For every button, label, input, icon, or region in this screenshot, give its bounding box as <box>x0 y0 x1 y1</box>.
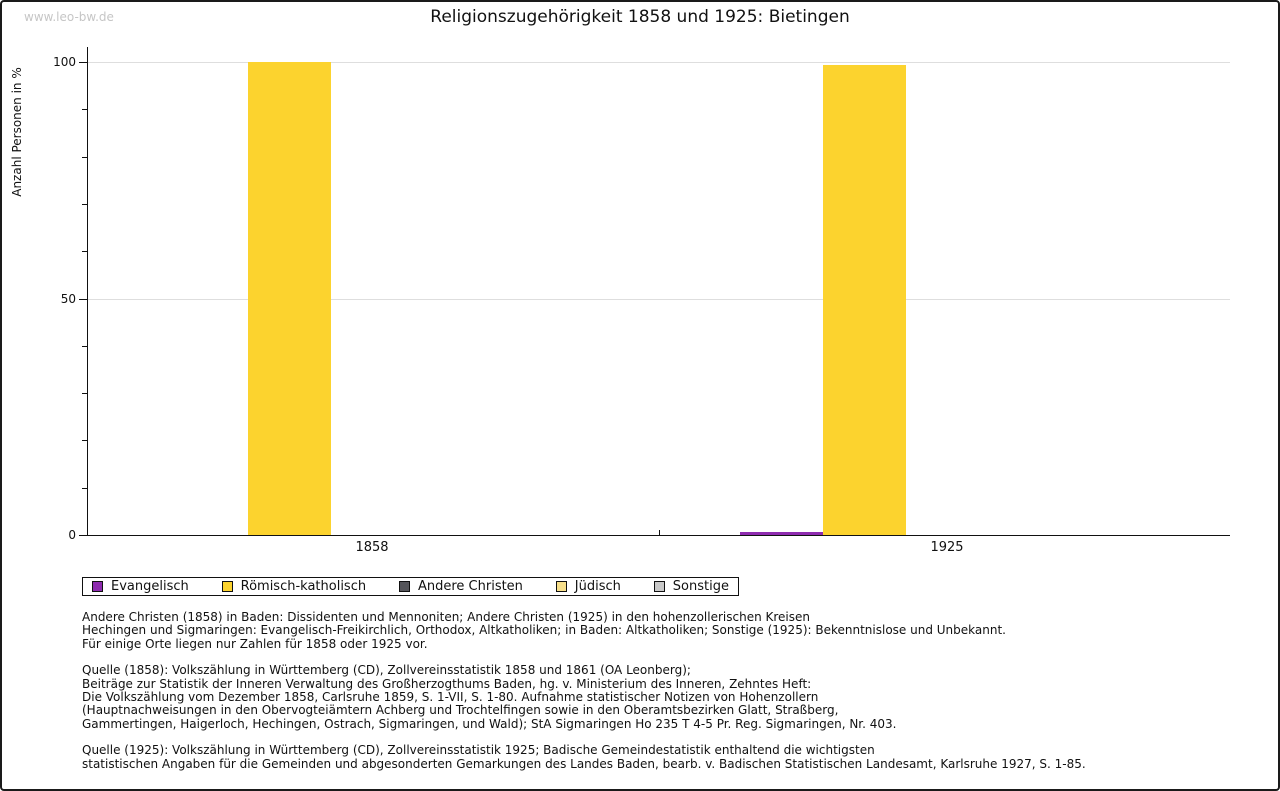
note-line: Andere Christen (1858) in Baden: Disside… <box>82 610 810 624</box>
legend-label: Römisch-katholisch <box>240 579 367 594</box>
note-line: Quelle (1858): Volkszählung in Württembe… <box>82 663 691 678</box>
legend-item-r-misch-katholisch: Römisch-katholisch <box>221 579 367 594</box>
y-tick-50 <box>79 298 87 300</box>
y-tick-0 <box>79 535 87 536</box>
legend-item-j-disch: Jüdisch <box>555 579 621 594</box>
note-line: Beiträge zur Statistik der Inneren Verwa… <box>82 676 812 691</box>
y-minor-tick-30 <box>82 393 87 395</box>
y-axis <box>87 47 88 535</box>
gridline-50 <box>88 298 1230 300</box>
y-minor-tick-40 <box>82 345 87 347</box>
note-line: (Hauptnachweisungen in den Obervogteiämt… <box>82 703 839 718</box>
x-axis-separator-tick <box>658 530 660 535</box>
x-tick-label-1925: 1925 <box>930 540 964 555</box>
chart-title: Religionszugehörigkeit 1858 und 1925: Bi… <box>430 7 850 27</box>
legend-label: Andere Christen <box>417 579 523 594</box>
y-tick-100 <box>79 62 87 63</box>
note-line: statistischen Angaben für die Gemeinden … <box>82 756 1086 771</box>
y-minor-tick-80 <box>82 156 87 158</box>
note-block-2: Quelle (1858): Volkszählung in Württembe… <box>82 663 1222 731</box>
gridline-100 <box>88 62 1230 63</box>
x-axis <box>87 535 1230 536</box>
note-line: Hechingen und Sigmaringen: Evangelisch-F… <box>82 623 1006 638</box>
legend-item-sonstige: Sonstige <box>653 579 729 594</box>
legend-swatch-icon <box>555 581 567 592</box>
y-minor-tick-90 <box>82 109 87 111</box>
legend-label: Evangelisch <box>111 579 189 594</box>
bar-1925-r-misch-katholisch <box>822 64 906 535</box>
bar-1925-evangelisch <box>739 532 823 535</box>
y-tick-label-100: 100 <box>53 55 76 69</box>
legend-item-andere-christen: Andere Christen <box>398 579 523 594</box>
legend-swatch-icon <box>653 581 665 592</box>
y-minor-tick-20 <box>82 440 87 442</box>
footnotes: Andere Christen (1858) in Baden: Disside… <box>82 610 1222 784</box>
y-minor-tick-70 <box>82 203 87 205</box>
watermark: www.leo-bw.de <box>24 10 114 24</box>
legend: Evangelisch Römisch-katholisch Andere Chri… <box>82 577 739 596</box>
note-line: Für einige Orte liegen nur Zahlen für 18… <box>82 636 428 651</box>
note-line: Gammertingen, Haigerloch, Hechingen, Ost… <box>82 716 897 731</box>
note-line: Die Volkszählung vom Dezember 1858, Carl… <box>82 690 819 705</box>
note-block-3: Quelle (1925): Volkszählung in Württembe… <box>82 743 1222 771</box>
legend-swatch-icon <box>92 581 103 592</box>
legend-item-evangelisch: Evangelisch <box>92 579 189 594</box>
note-block-1: Andere Christen (1858) in Baden: Disside… <box>82 610 1222 651</box>
y-tick-label-50: 50 <box>60 291 76 306</box>
y-minor-tick-60 <box>82 251 87 253</box>
y-axis-label: Anzahl Personen in % <box>10 67 24 197</box>
bar-1858-r-misch-katholisch <box>247 62 331 535</box>
legend-swatch-icon <box>398 581 410 592</box>
legend-label: Sonstige <box>672 579 729 594</box>
legend-swatch-icon <box>221 581 233 592</box>
x-tick-label-1858: 1858 <box>355 540 389 555</box>
legend-label: Jüdisch <box>574 579 621 594</box>
note-line: Quelle (1925): Volkszählung in Württembe… <box>82 743 875 758</box>
y-tick-label-0: 0 <box>68 528 76 542</box>
y-minor-tick-10 <box>82 487 87 489</box>
